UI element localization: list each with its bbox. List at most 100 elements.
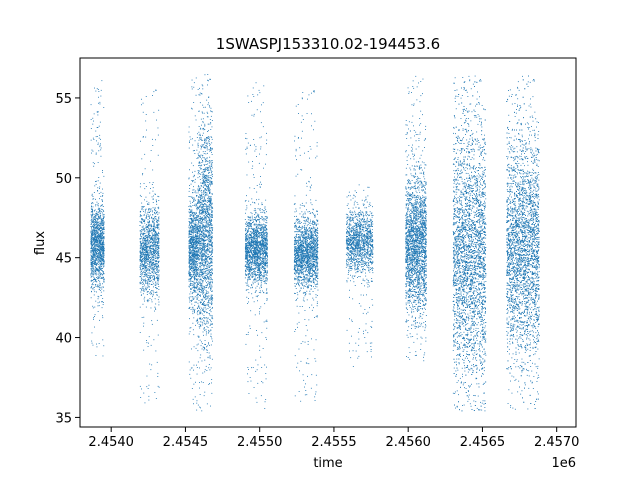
data-point xyxy=(156,239,158,240)
data-point xyxy=(207,272,209,274)
data-point xyxy=(198,281,200,283)
data-point xyxy=(204,221,206,223)
data-point xyxy=(191,299,193,301)
data-point xyxy=(196,240,197,242)
data-point xyxy=(210,177,212,178)
data-point xyxy=(149,248,151,250)
data-point xyxy=(139,241,141,243)
data-point xyxy=(97,298,99,300)
data-point xyxy=(208,228,210,230)
data-point xyxy=(211,271,213,273)
data-point xyxy=(149,252,150,254)
data-point xyxy=(154,208,156,210)
data-point xyxy=(103,237,105,239)
data-point xyxy=(156,288,158,289)
data-point xyxy=(97,249,99,251)
data-point xyxy=(144,250,146,252)
data-point xyxy=(194,271,196,273)
data-point xyxy=(140,276,142,277)
data-point xyxy=(194,219,196,221)
data-point xyxy=(155,272,156,274)
data-point xyxy=(157,219,159,221)
data-point xyxy=(146,254,148,256)
data-point xyxy=(196,271,198,273)
data-point xyxy=(207,327,209,328)
data-point xyxy=(97,218,99,220)
data-point xyxy=(209,238,211,240)
data-point xyxy=(91,247,93,249)
data-point xyxy=(99,265,100,267)
data-point xyxy=(201,93,202,94)
data-point xyxy=(100,236,101,238)
data-point xyxy=(155,283,157,285)
data-point xyxy=(196,284,198,286)
data-point xyxy=(195,235,197,237)
data-point xyxy=(194,213,195,215)
data-point xyxy=(94,239,96,241)
data-point xyxy=(194,276,196,278)
data-point xyxy=(143,219,145,221)
data-point xyxy=(93,219,95,220)
data-point xyxy=(143,265,145,267)
data-point xyxy=(196,273,198,275)
data-point xyxy=(188,226,190,228)
data-point xyxy=(141,250,143,252)
data-point xyxy=(206,282,207,284)
data-point xyxy=(149,283,150,285)
data-point xyxy=(149,260,151,262)
data-point xyxy=(193,264,195,266)
data-point xyxy=(158,252,159,254)
data-point xyxy=(96,224,98,226)
data-point xyxy=(152,228,154,229)
data-point xyxy=(96,212,97,214)
data-point xyxy=(103,279,105,281)
data-point xyxy=(90,240,92,242)
data-point xyxy=(94,233,96,235)
data-point xyxy=(209,266,211,267)
data-point xyxy=(95,153,97,155)
data-point xyxy=(150,283,152,285)
data-point xyxy=(192,271,194,273)
data-point xyxy=(198,266,200,268)
data-point xyxy=(99,260,101,262)
data-point xyxy=(155,239,157,241)
data-point xyxy=(191,266,193,268)
data-point xyxy=(208,80,209,82)
data-point xyxy=(143,316,145,318)
data-point xyxy=(96,238,98,240)
data-point xyxy=(194,175,195,177)
data-point xyxy=(94,236,95,238)
data-point xyxy=(102,219,104,221)
data-point xyxy=(151,237,152,238)
data-point xyxy=(99,256,101,258)
data-point xyxy=(192,266,194,267)
data-point xyxy=(141,248,143,250)
data-point xyxy=(149,262,151,264)
data-point xyxy=(195,94,197,96)
data-point xyxy=(196,224,197,226)
data-point xyxy=(142,209,144,211)
data-point xyxy=(199,176,201,178)
data-point xyxy=(102,287,104,288)
data-point xyxy=(203,153,205,154)
data-point xyxy=(94,263,96,265)
data-point xyxy=(198,252,200,253)
data-point xyxy=(143,256,145,257)
data-point xyxy=(157,223,159,225)
data-point xyxy=(147,236,149,238)
data-point xyxy=(97,239,99,241)
data-point xyxy=(99,225,101,226)
data-point xyxy=(149,209,151,211)
data-point xyxy=(202,161,204,163)
data-point xyxy=(147,247,148,249)
data-point xyxy=(91,259,92,261)
data-point xyxy=(190,277,192,279)
data-point xyxy=(102,223,104,225)
data-point xyxy=(192,247,193,249)
data-point xyxy=(195,381,196,383)
data-point xyxy=(101,231,103,232)
data-point xyxy=(211,220,212,222)
data-point xyxy=(201,275,203,277)
data-point xyxy=(193,274,194,276)
data-point xyxy=(194,253,196,254)
